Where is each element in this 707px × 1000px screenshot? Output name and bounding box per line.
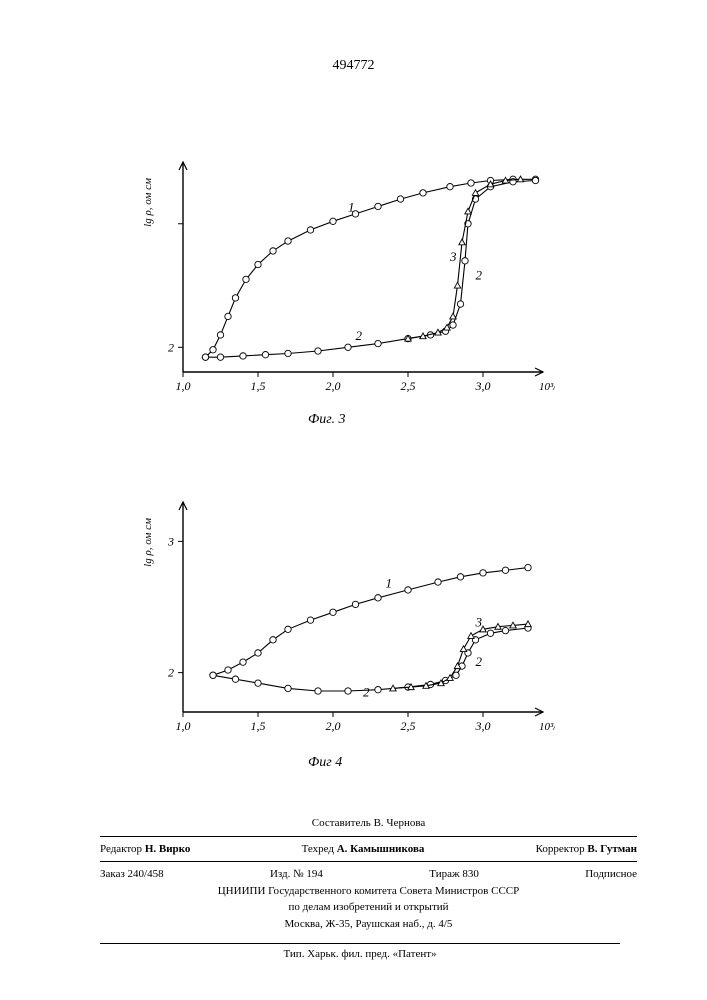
editor: Редактор Н. Вирко <box>100 841 190 858</box>
order-no: Заказ 240/458 <box>100 866 164 883</box>
corrector: Корректор В. Гутман <box>536 841 637 858</box>
svg-text:2,0: 2,0 <box>326 379 341 393</box>
svg-text:2: 2 <box>168 666 174 680</box>
svg-text:3,0: 3,0 <box>475 719 491 733</box>
svg-text:1,0: 1,0 <box>176 379 191 393</box>
svg-text:3: 3 <box>449 249 457 264</box>
figure-3-caption: Фиг. 3 <box>308 412 346 428</box>
figure-3: 1,0 1,5 2,0 2,5 3,0 2 lg ρ, ом см 10³/T, °K⁻¹ 1 2… <box>135 150 555 410</box>
figure-4-caption: Фиг 4 <box>308 755 342 771</box>
svg-text:1: 1 <box>348 199 355 214</box>
podpisnoe: Подписное <box>585 866 637 883</box>
svg-text:1,5: 1,5 <box>251 719 266 733</box>
compiler-line: Составитель В. Чернова <box>100 815 637 832</box>
svg-text:2: 2 <box>476 267 483 282</box>
techred: Техред А. Камышникова <box>302 841 425 858</box>
printer-line: Тип. Харьк. фил. пред. «Патент» <box>100 943 620 960</box>
page-number: 494772 <box>0 58 707 74</box>
svg-text:3,0: 3,0 <box>475 379 491 393</box>
svg-text:2: 2 <box>363 684 370 699</box>
figure-4-svg: 1,0 1,5 2,0 2,5 3,0 2 3 lg ρ, ом см 10³/T, °K⁻¹ 1… <box>135 490 555 750</box>
svg-text:2,5: 2,5 <box>401 379 416 393</box>
svg-text:10³/T, °K⁻¹: 10³/T, °K⁻¹ <box>539 721 555 733</box>
svg-text:1: 1 <box>386 575 393 590</box>
svg-text:2: 2 <box>168 340 174 354</box>
svg-text:lg ρ, ом см: lg ρ, ом см <box>142 178 154 227</box>
figure-4: 1,0 1,5 2,0 2,5 3,0 2 3 lg ρ, ом см 10³/T, °K⁻¹ 1… <box>135 490 555 750</box>
figure-3-svg: 1,0 1,5 2,0 2,5 3,0 2 lg ρ, ом см 10³/T, °K⁻¹ 1 2… <box>135 150 555 410</box>
org-line-1: ЦНИИПИ Государственного комитета Совета … <box>100 883 637 900</box>
svg-text:3: 3 <box>167 534 174 548</box>
svg-text:2: 2 <box>476 654 483 669</box>
org-line-2: по делам изобретений и открытий <box>100 899 637 916</box>
svg-text:1,0: 1,0 <box>176 719 191 733</box>
footer-block: Составитель В. Чернова Редактор Н. Вирко… <box>100 815 637 932</box>
svg-text:lg ρ, ом см: lg ρ, ом см <box>142 518 154 567</box>
order-row: Заказ 240/458 Изд. № 194 Тираж 830 Подпи… <box>100 861 637 883</box>
svg-text:2: 2 <box>356 328 363 343</box>
svg-text:10³/T, °K⁻¹: 10³/T, °K⁻¹ <box>539 381 555 393</box>
issue-no: Изд. № 194 <box>270 866 323 883</box>
svg-text:1,5: 1,5 <box>251 379 266 393</box>
credits-row: Редактор Н. Вирко Техред А. Камышникова … <box>100 836 637 858</box>
tirazh: Тираж 830 <box>429 866 479 883</box>
org-line-3: Москва, Ж-35, Раушская наб., д. 4/5 <box>100 916 637 933</box>
svg-text:2,0: 2,0 <box>326 719 341 733</box>
svg-text:2,5: 2,5 <box>401 719 416 733</box>
svg-text:3: 3 <box>475 615 483 630</box>
